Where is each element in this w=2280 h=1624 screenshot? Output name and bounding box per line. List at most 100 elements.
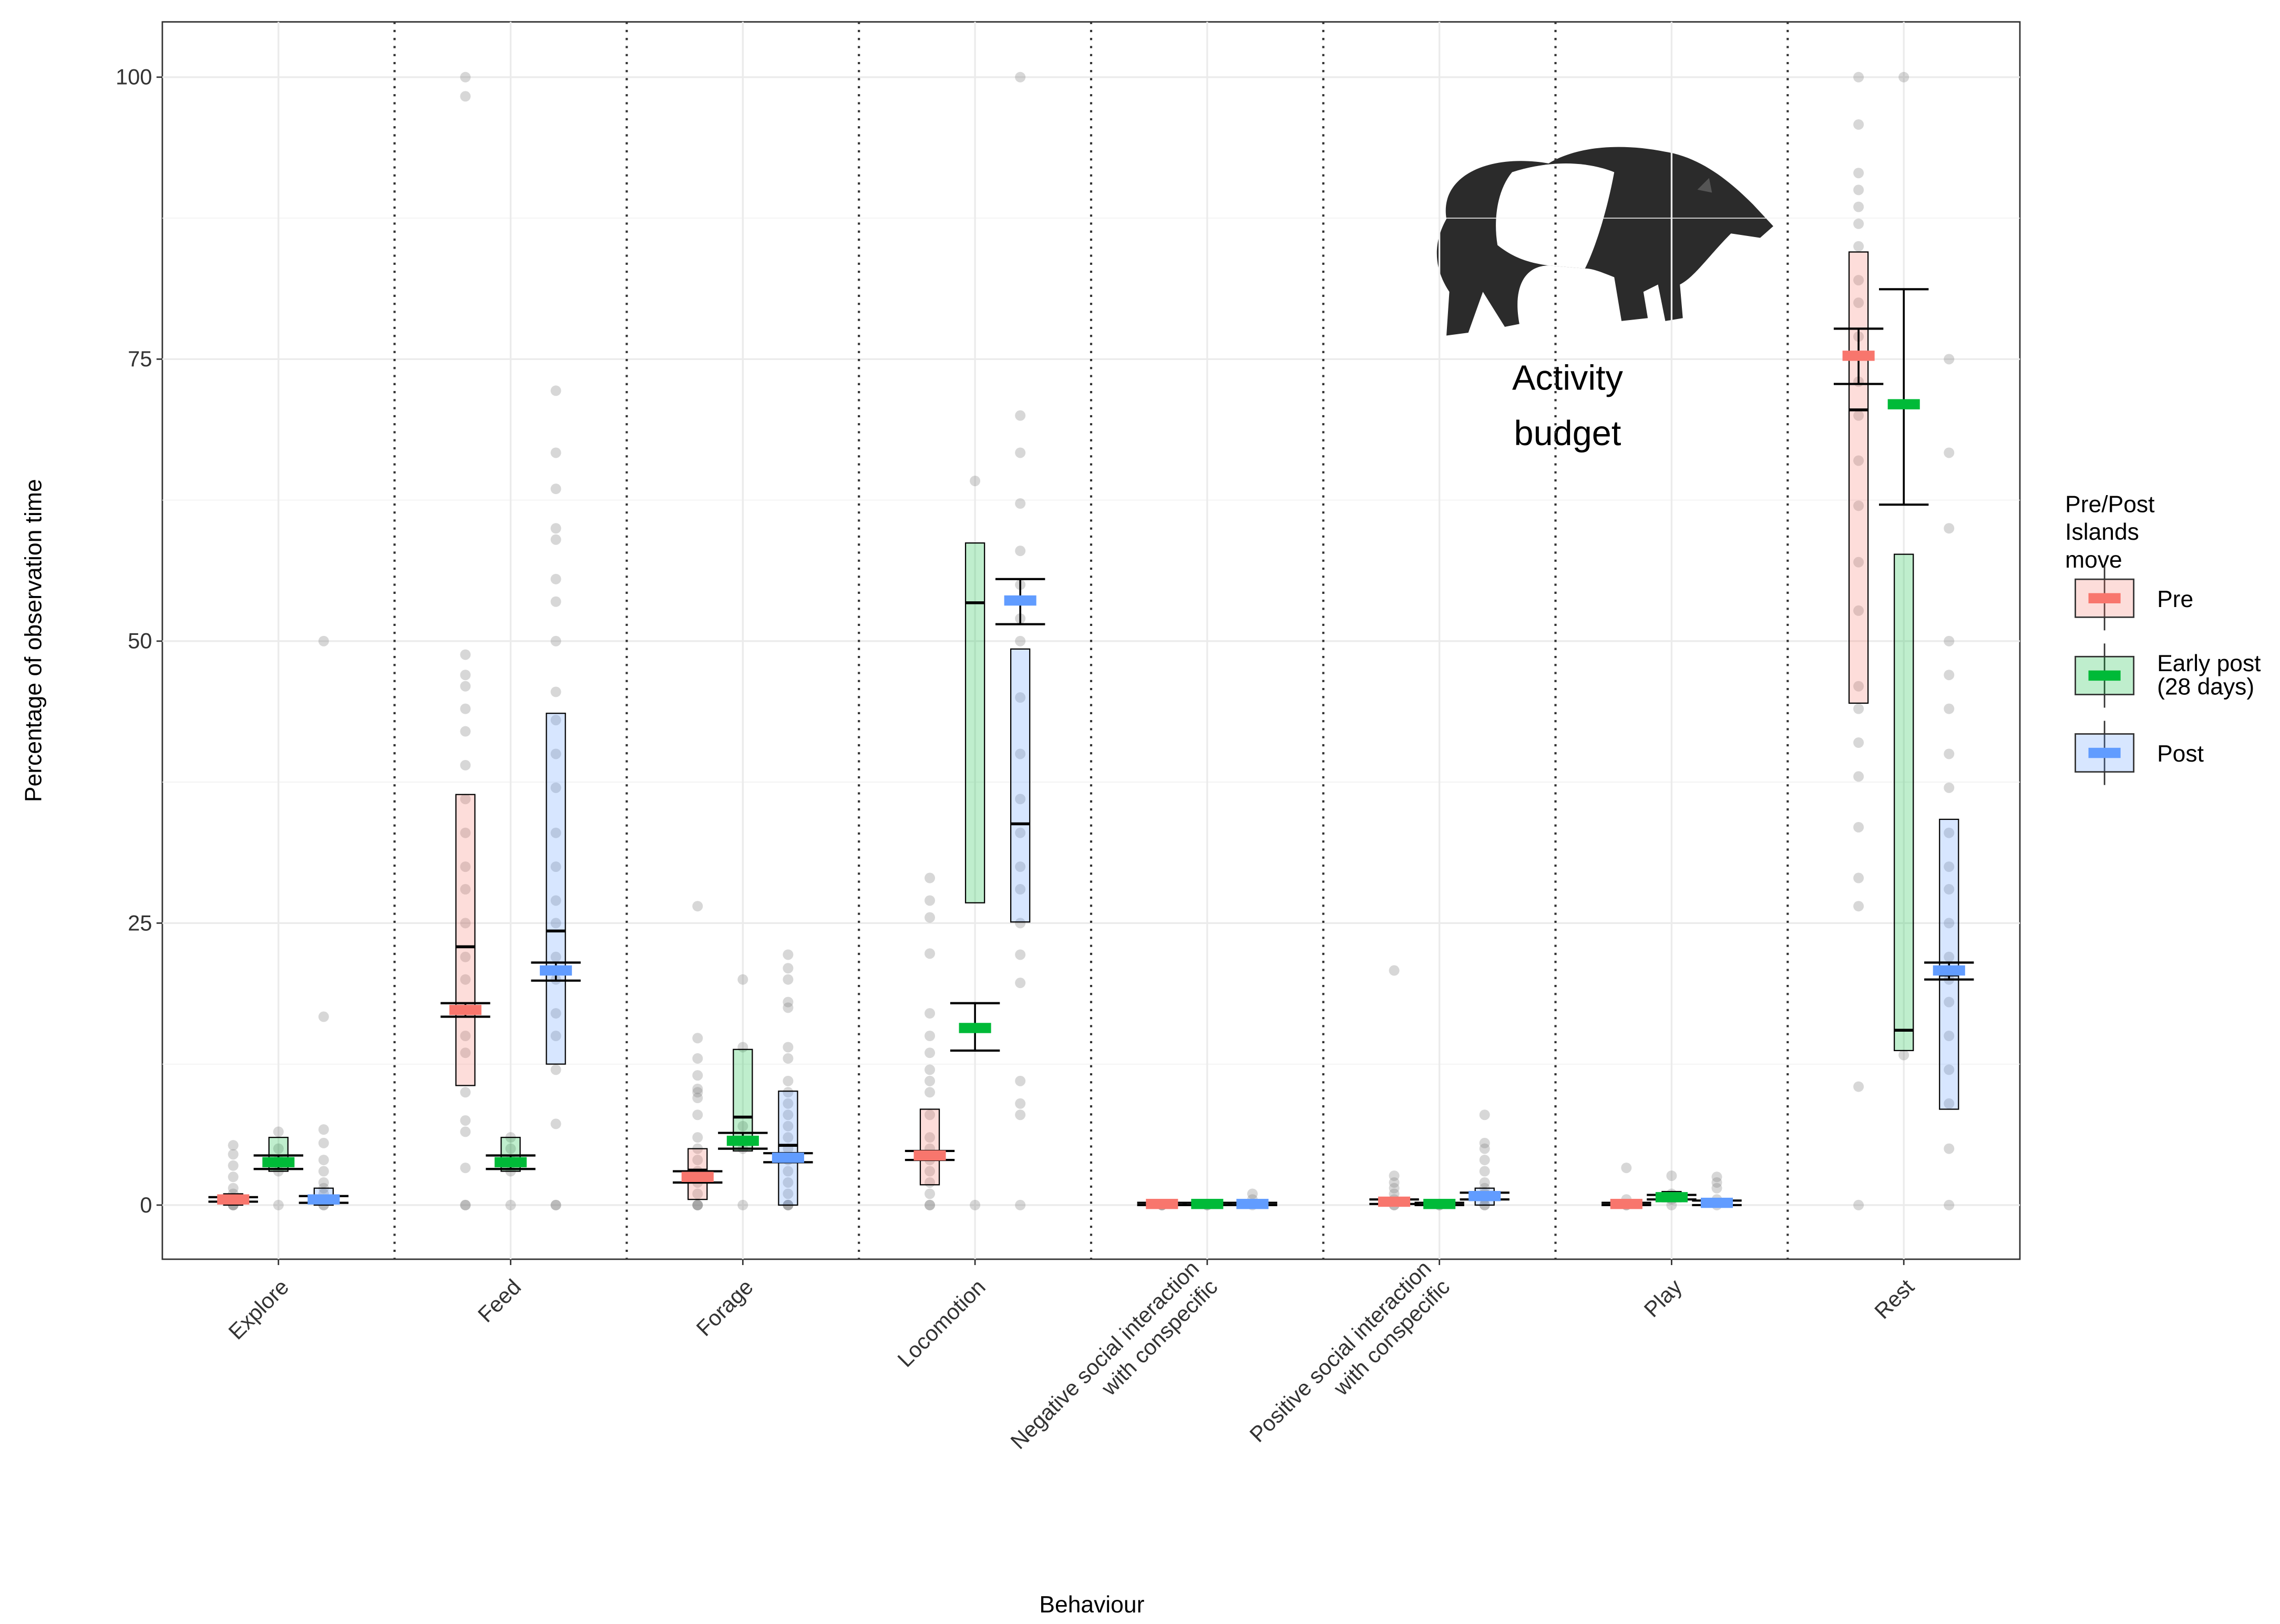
data-point	[1711, 1177, 1722, 1188]
data-point	[1853, 1199, 1864, 1210]
data-point	[1944, 703, 1955, 714]
data-point	[783, 1121, 794, 1132]
data-point	[460, 670, 471, 681]
data-point	[1853, 771, 1864, 782]
data-point	[550, 1118, 561, 1129]
data-point	[783, 1132, 794, 1143]
data-point	[925, 895, 936, 906]
mean-bar	[262, 1157, 295, 1168]
data-point	[460, 918, 471, 929]
data-point	[550, 827, 561, 838]
data-point	[1944, 670, 1955, 681]
x-tick-label: Negative social interactionwith conspeci…	[1005, 1256, 1222, 1472]
data-point	[1853, 557, 1864, 568]
x-tick-label: Locomotion	[892, 1274, 990, 1372]
data-point	[925, 1087, 936, 1098]
data-point	[783, 1042, 794, 1053]
data-point	[460, 1199, 471, 1210]
data-point	[1853, 737, 1864, 748]
annotation: Activity budget	[1512, 358, 1624, 453]
data-point	[692, 1199, 703, 1210]
mean-bar	[307, 1194, 340, 1205]
data-point	[1389, 1183, 1400, 1194]
data-point	[692, 1053, 703, 1064]
data-point	[783, 1002, 794, 1013]
data-point	[1853, 168, 1864, 179]
mean-bar	[959, 1023, 991, 1033]
data-point	[318, 635, 329, 646]
data-point	[550, 534, 561, 545]
legend-label: Pre	[2157, 587, 2193, 612]
data-point	[1015, 71, 1026, 83]
data-point	[318, 1124, 329, 1135]
data-point	[925, 1031, 936, 1041]
x-tick-label: Rest	[1870, 1274, 1919, 1323]
data-point	[925, 1166, 936, 1177]
data-point	[460, 861, 471, 872]
data-point	[1944, 827, 1955, 838]
data-point	[970, 1199, 981, 1210]
data-point	[318, 1177, 329, 1188]
mean-bar	[449, 1004, 482, 1015]
data-point	[692, 1199, 703, 1210]
data-point	[460, 1163, 471, 1174]
data-point	[783, 1053, 794, 1064]
mean-bar	[1610, 1199, 1642, 1209]
data-point	[1015, 1199, 1026, 1210]
data-point	[1944, 1031, 1955, 1041]
data-point	[550, 715, 561, 726]
box	[1848, 251, 1869, 704]
data-point	[783, 949, 794, 960]
data-point	[1853, 241, 1864, 252]
data-point	[460, 1031, 471, 1041]
data-point	[1479, 1155, 1490, 1166]
data-point	[1944, 1064, 1955, 1075]
data-point	[1711, 1171, 1722, 1183]
mean-bar	[772, 1153, 804, 1163]
data-point	[925, 1075, 936, 1086]
y-tick-label: 50	[128, 629, 152, 653]
legend-mean	[2088, 593, 2121, 603]
data-point	[1944, 1199, 1955, 1210]
data-point	[460, 759, 471, 770]
data-point	[1853, 218, 1864, 229]
data-point	[925, 948, 936, 959]
data-point	[1944, 861, 1955, 872]
data-point	[550, 748, 561, 759]
y-tick-label: 25	[128, 910, 152, 935]
data-point	[550, 1199, 561, 1210]
mean-bar	[1236, 1199, 1269, 1209]
box	[546, 713, 566, 1065]
data-point	[1479, 1177, 1490, 1188]
data-point	[783, 1177, 794, 1188]
data-point	[318, 1137, 329, 1148]
data-point	[460, 827, 471, 838]
data-point	[1944, 918, 1955, 929]
data-point	[228, 1149, 239, 1160]
legend-mean	[2088, 670, 2121, 681]
data-point	[228, 1140, 239, 1151]
data-point	[460, 91, 471, 102]
data-point	[737, 1121, 748, 1132]
x-tick-label: Play	[1639, 1274, 1687, 1322]
data-point	[1015, 1098, 1026, 1109]
data-point	[460, 1199, 471, 1210]
data-point	[550, 782, 561, 793]
data-point	[318, 1166, 329, 1177]
data-point	[1898, 71, 1909, 83]
data-point	[1247, 1188, 1258, 1199]
data-point	[783, 963, 794, 974]
data-point	[1944, 951, 1955, 962]
data-point	[550, 573, 561, 584]
data-point	[1853, 455, 1864, 466]
data-point	[273, 1143, 284, 1154]
data-point	[925, 1188, 936, 1199]
mean-bar	[1423, 1199, 1456, 1209]
data-point	[1853, 71, 1864, 83]
mean-bar	[1655, 1192, 1688, 1202]
mean-bar	[726, 1135, 759, 1146]
data-point	[505, 1143, 516, 1154]
data-point	[1389, 965, 1400, 976]
data-point	[1015, 794, 1026, 805]
data-point	[460, 951, 471, 962]
